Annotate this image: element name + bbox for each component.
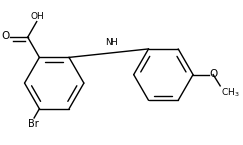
Text: CH$_3$: CH$_3$: [221, 87, 240, 99]
Text: H: H: [110, 38, 117, 47]
Text: N: N: [106, 38, 112, 47]
Text: O: O: [1, 31, 9, 41]
Text: Br: Br: [28, 119, 38, 129]
Text: OH: OH: [31, 12, 45, 21]
Text: O: O: [209, 69, 218, 79]
